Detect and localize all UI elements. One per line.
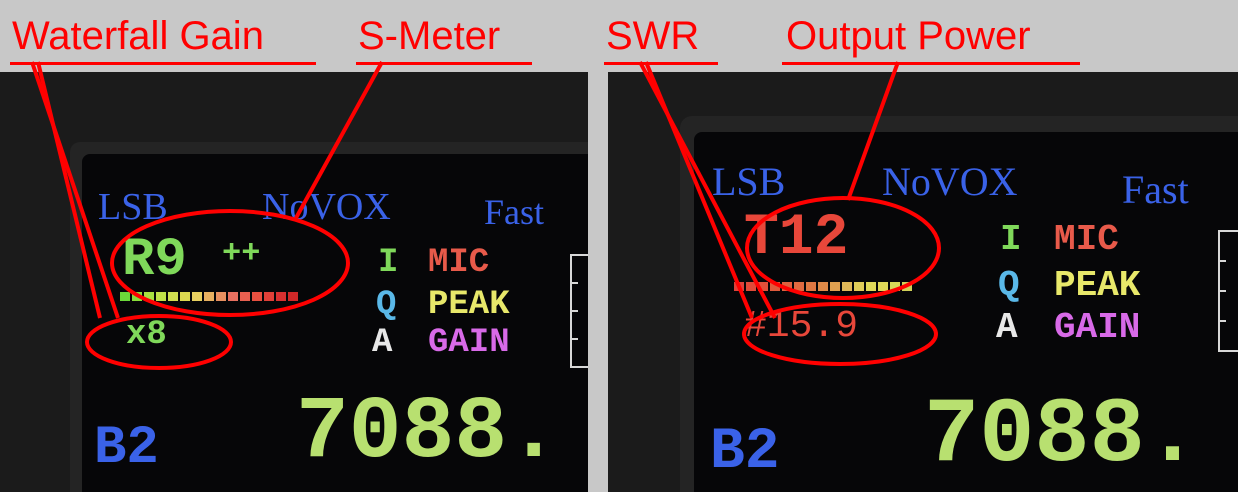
iqa-letter-i: I (1000, 219, 1022, 260)
mode-label: LSB (98, 186, 168, 228)
annotation-ellipse-waterfall-gain (85, 314, 233, 370)
vox-label: NoVOX (262, 186, 391, 228)
iqa-letter-q: Q (376, 286, 397, 324)
annotation-underline (10, 62, 316, 65)
mode-label: LSB (712, 159, 786, 204)
leader-line-output-power (846, 61, 900, 201)
mic-label: MIC (428, 244, 490, 282)
iqa-letter-i: I (378, 244, 399, 282)
annotation-underline (782, 62, 1080, 65)
iqa-letter-a: A (372, 324, 393, 362)
band-label: B2 (710, 420, 780, 485)
s-meter-plus: ++ (222, 235, 261, 272)
gain-label: GAIN (1054, 307, 1141, 348)
level-box (1218, 230, 1238, 352)
peak-label: PEAK (1054, 265, 1141, 306)
leader-line-swr (644, 61, 754, 319)
iqa-letter-q: Q (998, 265, 1020, 306)
annotation-s-meter: S-Meter (358, 14, 501, 58)
leader-line-s-meter (294, 61, 384, 219)
level-box (570, 254, 588, 368)
gain-label: GAIN (428, 324, 510, 362)
annotation-waterfall-gain: Waterfall Gain (12, 14, 264, 58)
annotation-ellipse-swr (742, 302, 938, 366)
frequency-display: 7088. (296, 384, 561, 483)
annotation-ellipse-output-power (745, 196, 941, 300)
annotation-swr: SWR (606, 14, 700, 58)
annotation-underline (356, 62, 532, 65)
vox-label: NoVOX (882, 159, 1018, 204)
iqa-letter-a: A (996, 307, 1018, 348)
left-photo-panel: LSB NoVOX Fast R9 ++ x8 I Q A MIC PEAK G… (0, 72, 588, 492)
band-label: B2 (94, 418, 159, 479)
annotation-underline (604, 62, 718, 65)
waterfall-gain-reading: x8 (126, 316, 167, 354)
s-meter-reading: R9 (122, 230, 187, 291)
annotation-output-power: Output Power (786, 14, 1031, 58)
leader-line-waterfall-gain (36, 61, 102, 319)
agc-label: Fast (1122, 167, 1189, 212)
agc-label: Fast (484, 192, 545, 232)
frequency-display: 7088. (924, 383, 1201, 488)
peak-label: PEAK (428, 286, 510, 324)
swr-reading: #15.9 (744, 305, 859, 348)
mic-label: MIC (1054, 219, 1119, 260)
right-oled-screen: LSB NoVOX Fast T12 #15.9 I Q A MIC PEAK … (694, 132, 1238, 492)
left-oled-screen: LSB NoVOX Fast R9 ++ x8 I Q A MIC PEAK G… (82, 154, 588, 492)
right-photo-panel: LSB NoVOX Fast T12 #15.9 I Q A MIC PEAK … (608, 72, 1238, 492)
leader-line-waterfall-gain (30, 61, 120, 319)
annotation-ellipse-s-meter (110, 209, 350, 317)
